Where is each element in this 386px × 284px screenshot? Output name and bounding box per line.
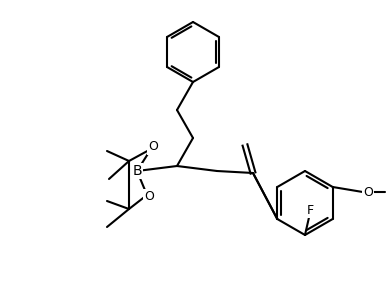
Text: F: F bbox=[306, 204, 313, 216]
Text: B: B bbox=[132, 164, 142, 178]
Text: O: O bbox=[363, 185, 372, 199]
Text: O: O bbox=[144, 191, 154, 204]
Text: O: O bbox=[148, 141, 158, 153]
